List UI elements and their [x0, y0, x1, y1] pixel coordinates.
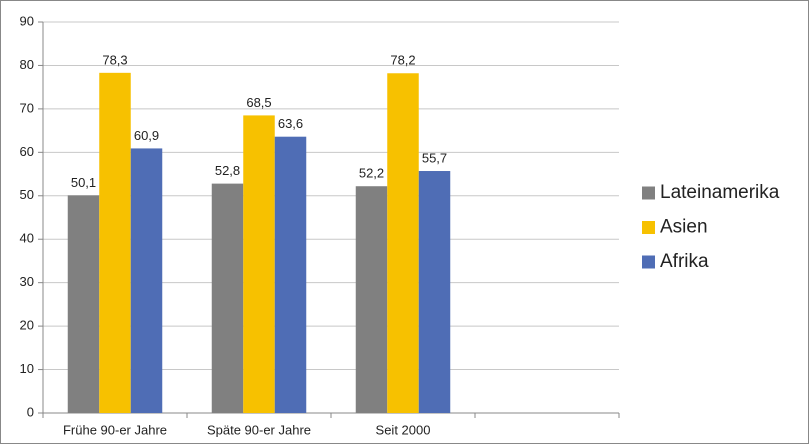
- legend-swatch: [642, 255, 655, 269]
- legend-swatch: [642, 186, 655, 200]
- bar: [243, 115, 275, 414]
- y-tick-label: 50: [20, 187, 34, 202]
- data-label: 68,5: [246, 95, 271, 110]
- x-tick-label: Frühe 90-er Jahre: [63, 422, 167, 437]
- bar: [355, 186, 388, 413]
- legend-swatch: [642, 221, 655, 234]
- data-label: 63,6: [278, 116, 303, 131]
- y-tick-label: 60: [20, 144, 34, 159]
- y-tick-label: 40: [20, 231, 34, 246]
- data-label: 52,2: [359, 166, 384, 181]
- data-label: 78,2: [390, 53, 415, 68]
- y-tick-label: 10: [20, 361, 34, 376]
- data-label: 52,8: [215, 163, 240, 178]
- x-tick-label: Seit 2000: [376, 422, 431, 437]
- bar: [67, 195, 100, 413]
- y-tick-label: 70: [20, 100, 34, 115]
- bar: [274, 136, 307, 413]
- bar: [418, 171, 451, 413]
- data-label: 50,1: [71, 175, 96, 190]
- data-label: 60,9: [134, 128, 159, 143]
- bar: [130, 148, 163, 413]
- data-label: 78,3: [102, 52, 127, 67]
- bar: [387, 73, 419, 414]
- y-tick-label: 20: [20, 318, 34, 333]
- y-tick-label: 0: [27, 404, 34, 419]
- x-tick-label: Späte 90-er Jahre: [207, 422, 311, 437]
- y-tick-label: 90: [20, 13, 34, 28]
- y-tick-label: 30: [20, 274, 34, 289]
- legend-label: Afrika: [660, 251, 709, 272]
- bar: [99, 72, 131, 413]
- bar: [211, 183, 244, 413]
- data-label: 55,7: [422, 150, 447, 165]
- y-tick-label: 80: [20, 57, 34, 72]
- legend-label: Asien: [660, 217, 708, 238]
- legend-label: Lateinamerika: [660, 182, 780, 203]
